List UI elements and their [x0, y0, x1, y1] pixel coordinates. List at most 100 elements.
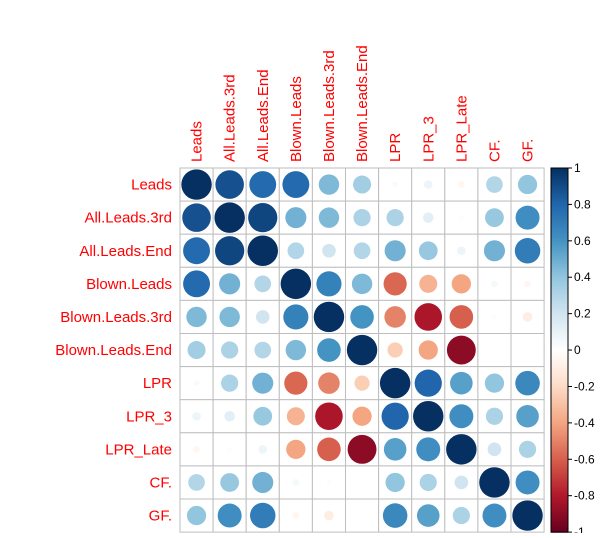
colorbar-segment	[551, 422, 568, 426]
correlation-circle	[486, 176, 503, 193]
correlation-circle	[446, 335, 476, 365]
row-label: All.Leads.End	[79, 243, 172, 260]
correlation-circle	[347, 434, 377, 464]
correlation-circle	[419, 274, 438, 293]
correlation-circle	[193, 380, 200, 386]
correlation-circle	[392, 181, 398, 188]
colorbar-segment	[551, 330, 568, 333]
colorbar-segment	[551, 191, 568, 195]
colorbar-segment	[551, 504, 568, 508]
correlation-circle	[423, 180, 433, 189]
colorbar-segment	[551, 253, 568, 256]
colorbar-segment	[551, 411, 568, 415]
correlation-circle	[457, 246, 466, 256]
colorbar-segment	[551, 275, 568, 278]
row-label: LPR_Late	[105, 441, 172, 458]
colorbar-segment	[551, 260, 568, 264]
correlation-circle	[514, 238, 541, 264]
row-label: CF.	[150, 474, 173, 491]
colorbar-segment	[551, 293, 568, 297]
correlation-circle	[254, 341, 272, 359]
row-label: All.Leads.3rd	[84, 210, 172, 227]
correlation-circle	[287, 242, 305, 260]
colorbar-segment	[551, 273, 568, 277]
colorbar-segment	[551, 198, 568, 202]
correlation-circle	[253, 406, 273, 426]
colorbar-segment	[551, 508, 568, 511]
colorbar-segment	[551, 309, 568, 313]
colorbar-segment	[551, 441, 568, 444]
colorbar-segment	[551, 495, 568, 499]
colorbar-tick-label: 0.6	[574, 234, 591, 248]
colorbar-segment	[551, 228, 568, 231]
colorbar-segment	[551, 470, 568, 473]
correlation-circle	[485, 208, 504, 228]
column-label: GF.	[520, 139, 537, 162]
correlation-circle	[285, 339, 307, 361]
correlation-circle	[414, 369, 442, 397]
row-label: LPR	[143, 375, 172, 392]
colorbar-segment	[551, 475, 568, 479]
colorbar-segment	[551, 373, 568, 377]
correlation-circle	[515, 205, 540, 230]
colorbar-segment	[551, 468, 568, 471]
correlation-circle	[249, 171, 277, 198]
correlation-circle	[360, 480, 364, 484]
colorbar-segment	[551, 177, 568, 180]
colorbar-segment	[551, 204, 568, 207]
colorbar-segment	[551, 521, 568, 524]
colorbar-segment	[551, 391, 568, 395]
correlation-circle	[350, 305, 374, 329]
colorbar-segment	[551, 208, 568, 211]
colorbar-segment	[551, 218, 568, 222]
correlation-circle	[515, 370, 540, 396]
colorbar-segment	[551, 200, 568, 204]
colorbar-segment	[551, 262, 568, 266]
column-label: Blown.Leads.End	[354, 45, 371, 162]
colorbar-segment	[551, 320, 568, 324]
colorbar-segment	[551, 384, 568, 388]
colorbar-segment	[551, 248, 568, 251]
colorbar-segment	[551, 193, 568, 196]
colorbar-segment	[551, 457, 568, 460]
colorbar-segment	[551, 512, 568, 515]
colorbar-segment	[551, 437, 568, 440]
correlation-circle	[186, 505, 207, 526]
colorbar-segment	[551, 515, 568, 519]
correlation-circle	[450, 371, 473, 395]
colorbar-segment	[551, 269, 568, 273]
colorbar-segment	[551, 406, 568, 409]
colorbar-segment	[551, 266, 568, 269]
correlation-circle	[413, 401, 444, 432]
colorbar-segment	[551, 211, 568, 215]
row-label: Blown.Leads.3rd	[60, 309, 172, 326]
colorbar-segment	[551, 339, 568, 342]
colorbar-segment	[551, 169, 568, 173]
colorbar-segment	[551, 182, 568, 185]
colorbar-segment	[551, 240, 568, 244]
colorbar-segment	[551, 291, 568, 295]
colorbar-segment	[551, 477, 568, 480]
correlation-circle	[215, 170, 244, 199]
colorbar-segment	[551, 217, 568, 220]
column-label: Leads	[189, 121, 206, 162]
correlation-circle	[280, 268, 312, 300]
colorbar-segment	[551, 229, 568, 233]
colorbar-segment	[551, 455, 568, 459]
correlation-circle	[292, 479, 300, 486]
correlation-circle	[492, 314, 497, 320]
correlation-circle	[193, 445, 200, 453]
correlation-circle	[183, 270, 210, 298]
colorbar-segment	[551, 380, 568, 384]
colorbar-segment	[551, 350, 568, 353]
colorbar-segment	[551, 355, 568, 358]
colorbar-segment	[551, 481, 568, 484]
correlation-circle	[385, 472, 405, 493]
colorbar-segment	[551, 178, 568, 182]
column-label: LPR_3	[420, 116, 437, 162]
correlation-circle	[354, 375, 370, 391]
colorbar-segment	[551, 302, 568, 306]
correlation-circle	[383, 438, 407, 461]
colorbar-segment	[551, 171, 568, 175]
